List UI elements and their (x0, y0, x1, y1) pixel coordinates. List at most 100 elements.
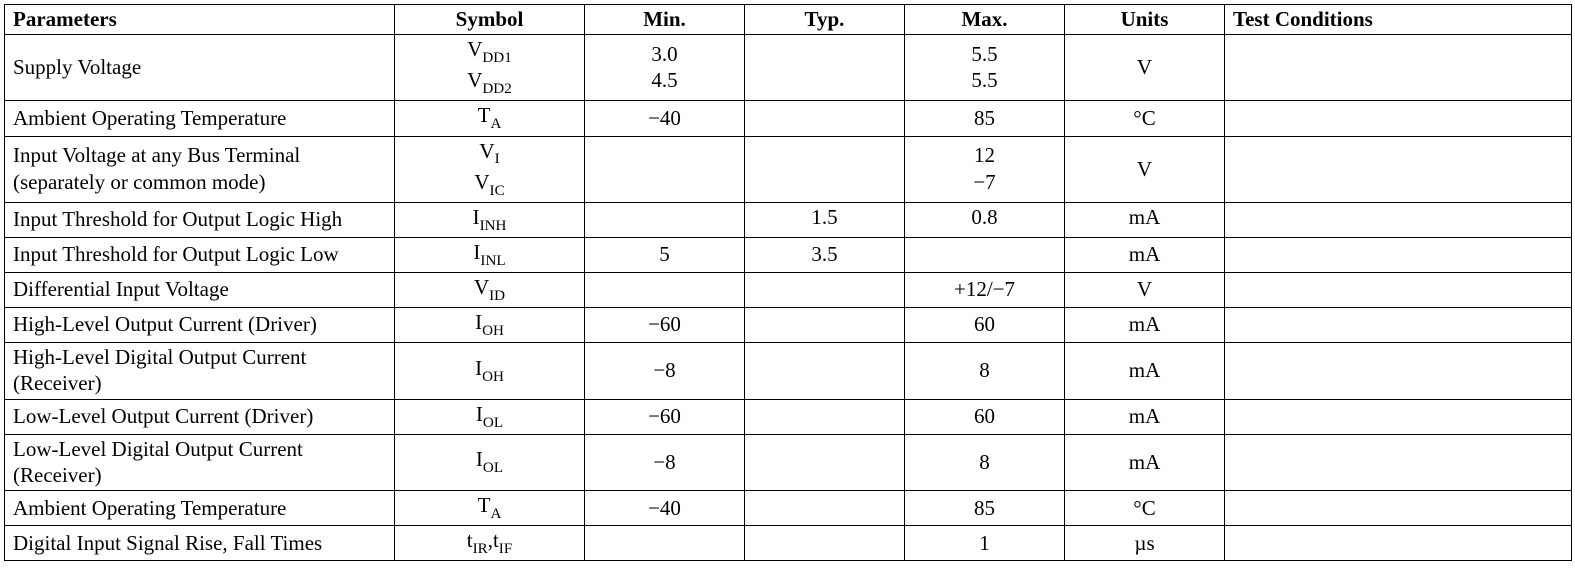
value-cell: 12−7 (905, 136, 1065, 202)
symbol-cell: VID (395, 272, 585, 307)
symbol: TA (401, 102, 578, 133)
value-cell: 5 (585, 237, 745, 272)
symbol-cell: IOL (395, 399, 585, 434)
value-cell (745, 526, 905, 561)
table-row: Low-Level Digital Output Current (Receiv… (5, 434, 1572, 491)
parameter-cell: Differential Input Voltage (5, 272, 395, 307)
symbol: tIR,tIF (401, 527, 578, 558)
value-cell (745, 434, 905, 491)
value-cell (585, 202, 745, 237)
symbol-cell: IINH (395, 202, 585, 237)
units-cell: µs (1065, 526, 1225, 561)
test-conditions-cell (1225, 526, 1572, 561)
parameter-cell: Supply Voltage (5, 35, 395, 101)
value-cell: −8 (585, 434, 745, 491)
col-max: Max. (905, 5, 1065, 35)
symbol: IOH (401, 309, 578, 340)
table-row: High-Level Output Current (Driver)IOH−60… (5, 308, 1572, 343)
parameter-cell: Input Threshold for Output Logic High (5, 202, 395, 237)
parameter-cell: Digital Input Signal Rise, Fall Times (5, 526, 395, 561)
value-cell: −40 (585, 491, 745, 526)
parameter-cell: Low-Level Output Current (Driver) (5, 399, 395, 434)
value-cell (905, 237, 1065, 272)
value-cell: 60 (905, 399, 1065, 434)
value-cell: −60 (585, 399, 745, 434)
value-cell: 5.55.5 (905, 35, 1065, 101)
value-cell (745, 101, 905, 136)
value-cell: −8 (585, 343, 745, 400)
table-row: Ambient Operating TemperatureTA−4085°C (5, 491, 1572, 526)
value-cell: −60 (585, 308, 745, 343)
table-row: Input Threshold for Output Logic LowIINL… (5, 237, 1572, 272)
value-cell: 60 (905, 308, 1065, 343)
symbol-cell: IOH (395, 308, 585, 343)
units-cell: V (1065, 272, 1225, 307)
test-conditions-cell (1225, 399, 1572, 434)
table-row: Input Voltage at any Bus Terminal (separ… (5, 136, 1572, 202)
value-cell: 8 (905, 434, 1065, 491)
parameter-cell: Input Threshold for Output Logic Low (5, 237, 395, 272)
value-cell: +12/−7 (905, 272, 1065, 307)
test-conditions-cell (1225, 272, 1572, 307)
test-conditions-cell (1225, 101, 1572, 136)
parameter-cell: High-Level Digital Output Current (Recei… (5, 343, 395, 400)
symbol: VDD1 (401, 36, 578, 67)
symbol: VID (401, 274, 578, 305)
value-cell (745, 399, 905, 434)
units-cell: V (1065, 136, 1225, 202)
value-cell: 1.5 (745, 202, 905, 237)
units-cell: mA (1065, 308, 1225, 343)
test-conditions-cell (1225, 491, 1572, 526)
symbol-cell: TA (395, 101, 585, 136)
value-cell (585, 136, 745, 202)
value-cell (745, 308, 905, 343)
table-row: Ambient Operating TemperatureTA−4085°C (5, 101, 1572, 136)
value-cell: 85 (905, 101, 1065, 136)
value-cell: 1 (905, 526, 1065, 561)
units-cell: °C (1065, 491, 1225, 526)
test-conditions-cell (1225, 343, 1572, 400)
parameter-cell: High-Level Output Current (Driver) (5, 308, 395, 343)
symbol-cell: IINL (395, 237, 585, 272)
header-row: Parameters Symbol Min. Typ. Max. Units T… (5, 5, 1572, 35)
table-row: Supply VoltageVDD1VDD23.04.55.55.5V (5, 35, 1572, 101)
test-conditions-cell (1225, 35, 1572, 101)
symbol-cell: tIR,tIF (395, 526, 585, 561)
parameter-cell: Ambient Operating Temperature (5, 101, 395, 136)
test-conditions-cell (1225, 237, 1572, 272)
symbol-cell: VDD1VDD2 (395, 35, 585, 101)
col-parameters: Parameters (5, 5, 395, 35)
table-row: Input Threshold for Output Logic HighIIN… (5, 202, 1572, 237)
parameter-cell: Input Voltage at any Bus Terminal (separ… (5, 136, 395, 202)
symbol-cell: IOH (395, 343, 585, 400)
symbol: TA (401, 492, 578, 523)
col-min: Min. (585, 5, 745, 35)
col-units: Units (1065, 5, 1225, 35)
units-cell: mA (1065, 202, 1225, 237)
table-body: Supply VoltageVDD1VDD23.04.55.55.5VAmbie… (5, 35, 1572, 561)
parameter-cell: Low-Level Digital Output Current (Receiv… (5, 434, 395, 491)
test-conditions-cell (1225, 202, 1572, 237)
symbol: VDD2 (401, 67, 578, 98)
units-cell: °C (1065, 101, 1225, 136)
value-cell: 85 (905, 491, 1065, 526)
value-cell (745, 272, 905, 307)
units-cell: mA (1065, 237, 1225, 272)
col-test-conditions: Test Conditions (1225, 5, 1572, 35)
value-cell (585, 272, 745, 307)
col-symbol: Symbol (395, 5, 585, 35)
symbol: IOH (401, 355, 578, 386)
symbol: VI (401, 138, 578, 169)
col-typ: Typ. (745, 5, 905, 35)
value-cell (745, 35, 905, 101)
units-cell: mA (1065, 434, 1225, 491)
table-row: High-Level Digital Output Current (Recei… (5, 343, 1572, 400)
symbol-cell: IOL (395, 434, 585, 491)
symbol: IOL (401, 446, 578, 477)
value-cell (745, 136, 905, 202)
test-conditions-cell (1225, 308, 1572, 343)
symbol: IINL (401, 239, 578, 270)
value-cell: 0.8 (905, 202, 1065, 237)
symbol: VIC (401, 169, 578, 200)
symbol-cell: VIVIC (395, 136, 585, 202)
